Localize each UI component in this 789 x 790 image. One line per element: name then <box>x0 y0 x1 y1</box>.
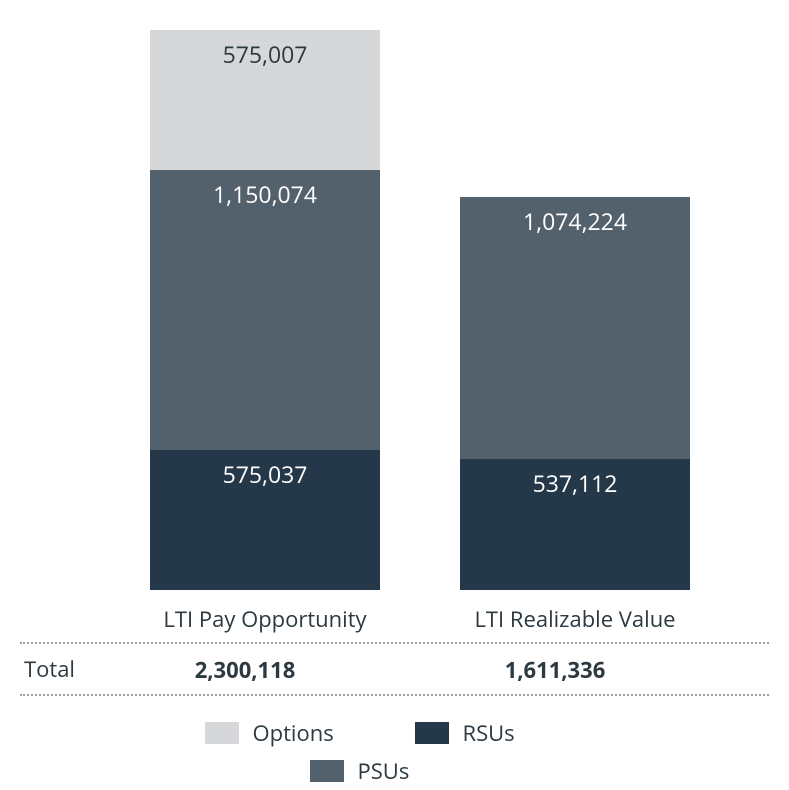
x-label-realizable: LTI Realizable Value <box>460 604 690 634</box>
total-opportunity: 2,300,118 <box>130 655 360 685</box>
plot-area: 575,0071,150,074575,037 1,074,224537,112 <box>20 30 769 590</box>
legend: Options RSUs PSUs <box>145 714 645 790</box>
segment-opportunity-options: 575,007 <box>150 30 380 170</box>
legend-label-options: Options <box>253 718 334 748</box>
legend-item-options: Options <box>205 718 375 748</box>
legend-swatch-rsus <box>415 722 449 744</box>
legend-label-psus: PSUs <box>358 756 410 786</box>
legend-item-psus: PSUs <box>310 756 480 786</box>
segment-opportunity-rsus: 575,037 <box>150 450 380 590</box>
segment-opportunity-psus: 1,150,074 <box>150 170 380 450</box>
legend-swatch-psus <box>310 760 344 782</box>
x-label-opportunity: LTI Pay Opportunity <box>150 604 380 634</box>
segment-realizable-psus: 1,074,224 <box>460 197 690 459</box>
x-axis-labels: LTI Pay Opportunity LTI Realizable Value <box>20 604 769 636</box>
legend-label-rsus: RSUs <box>463 718 515 748</box>
legend-swatch-options <box>205 722 239 744</box>
segment-realizable-rsus: 537,112 <box>460 459 690 590</box>
totals-row: Total 2,300,1181,611,336 <box>20 642 769 696</box>
total-realizable: 1,611,336 <box>440 655 670 685</box>
bar-realizable: 1,074,224537,112 <box>460 197 690 590</box>
bar-opportunity: 575,0071,150,074575,037 <box>150 30 380 590</box>
lti-stacked-bar-chart: 575,0071,150,074575,0371,074,224537,112 … <box>0 0 789 769</box>
legend-item-rsus: RSUs <box>415 718 585 748</box>
